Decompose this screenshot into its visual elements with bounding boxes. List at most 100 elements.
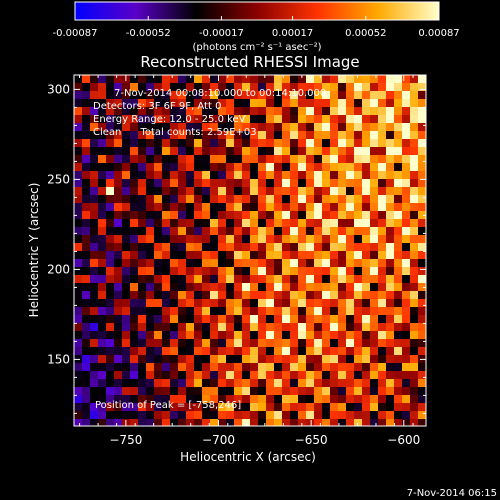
heatmap-cell [130,347,139,356]
heatmap-cell [362,155,371,164]
heatmap-cell [98,267,107,276]
heatmap-cell [90,187,99,196]
heatmap-cell [314,355,323,364]
heatmap-cell [106,307,115,316]
heatmap-cell [138,275,147,284]
heatmap-cell [74,347,83,356]
heatmap-cell [314,75,323,84]
x-axis: −750 −700 −650 −600 [79,75,420,447]
heatmap-cell [242,323,251,332]
heatmap-cell [74,131,83,140]
heatmap-cell [290,195,299,204]
heatmap-cell [130,251,139,260]
heatmap-cell [250,283,259,292]
heatmap-cell [194,139,203,148]
heatmap-cell [346,131,355,140]
heatmap-cell [98,403,107,412]
heatmap-cell [362,411,371,420]
heatmap-cell [170,75,179,84]
heatmap-cell [386,403,395,412]
heatmap-cell [314,107,323,116]
heatmap-cell [74,155,83,164]
heatmap-cell [226,379,235,388]
heatmap-cell [138,307,147,316]
heatmap-cell [346,211,355,220]
heatmap-cell [178,355,187,364]
heatmap-cell [186,107,195,116]
heatmap-cell [242,251,251,260]
heatmap-cell [178,91,187,100]
heatmap-cell [122,411,131,420]
heatmap-cell [138,147,147,156]
heatmap-cell [418,411,426,420]
heatmap-cell [410,83,419,92]
heatmap-cell [386,123,395,132]
heatmap-cell [106,379,115,388]
heatmap-cell [362,115,371,124]
heatmap-cell [362,147,371,156]
heatmap-cell [338,179,347,188]
heatmap-cell [394,211,403,220]
heatmap-cell [82,387,91,396]
heatmap-cell [202,107,211,116]
heatmap-cell [82,275,91,284]
heatmap-cell [402,267,411,276]
heatmap-cell [378,379,387,388]
heatmap-cell [234,291,243,300]
heatmap-cell [306,219,315,228]
heatmap-cell [410,315,419,324]
heatmap-cell [138,419,147,426]
heatmap-cell [290,91,299,100]
heatmap-cell [242,75,251,84]
heatmap-cell [154,315,163,324]
heatmap-cell [314,403,323,412]
heatmap-cell [402,235,411,244]
heatmap-cell [226,171,235,180]
heatmap-cell [298,339,307,348]
heatmap-cell [186,275,195,284]
heatmap-cell [322,123,331,132]
heatmap-cell [378,75,387,84]
heatmap-cell [346,259,355,268]
heatmap-cell [266,203,275,212]
heatmap-cell [90,251,99,260]
heatmap-cell [98,99,107,108]
x-tick-label: −650 [295,433,328,447]
heatmap-cell [306,283,315,292]
heatmap-cell [194,171,203,180]
heatmap-cell [266,187,275,196]
heatmap-cell [410,227,419,236]
heatmap-cell [82,403,91,412]
heatmap-cell [202,283,211,292]
heatmap-cell [378,179,387,188]
heatmap-cell [98,411,107,420]
heatmap-cell [274,163,283,172]
heatmap-cell [186,267,195,276]
heatmap-cell [210,419,219,426]
heatmap-cell [218,395,227,404]
heatmap-cell [130,91,139,100]
heatmap-cell [282,131,291,140]
heatmap-cell [138,211,147,220]
heatmap-cell [290,275,299,284]
heatmap-cell [242,163,251,172]
heatmap-cell [146,387,155,396]
heatmap-cell [386,219,395,228]
heatmap-cell [394,283,403,292]
heatmap-cell [386,323,395,332]
heatmap-cell [202,227,211,236]
heatmap-cell [170,211,179,220]
heatmap-cell [378,339,387,348]
heatmap-cell [370,267,379,276]
heatmap-cell [146,379,155,388]
heatmap-cell [178,219,187,228]
heatmap-cell [178,307,187,316]
heatmap-cell [90,323,99,332]
heatmap-cell [154,307,163,316]
heatmap-cell [146,75,155,84]
heatmap-cell [418,403,426,412]
heatmap-cell [282,307,291,316]
heatmap [74,75,426,426]
heatmap-cell [82,99,91,108]
heatmap-cell [250,355,259,364]
